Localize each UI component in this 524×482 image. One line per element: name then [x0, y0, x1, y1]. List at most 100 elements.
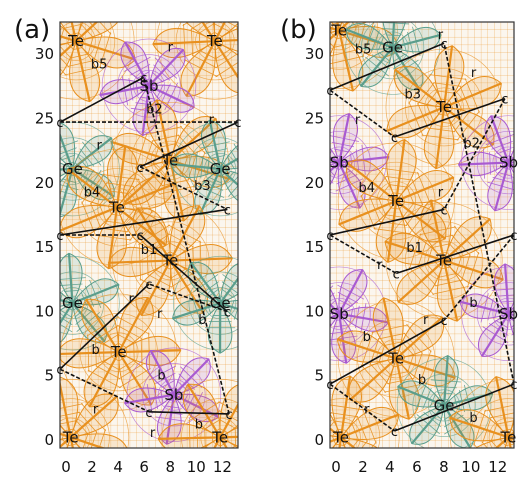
bond-label: b5: [355, 43, 372, 58]
bond-label: b1: [406, 241, 423, 256]
panel-label: (a): [14, 15, 50, 45]
atom-label: Ge: [210, 294, 231, 312]
atom-label: Sb: [499, 154, 518, 172]
critical-point-label: c: [326, 84, 333, 99]
atom-basin-te: [60, 145, 176, 270]
atom-label: Te: [62, 428, 79, 446]
critical-point-label: c: [145, 278, 152, 293]
critical-point-label: c: [145, 406, 152, 421]
critical-point-label: c: [56, 116, 63, 131]
critical-lines: [330, 42, 514, 432]
critical-point-label: c: [441, 203, 448, 218]
atom-basin-te: [385, 45, 503, 170]
atom-label: Te: [206, 32, 223, 50]
atom-label: Te: [211, 428, 228, 446]
critical-point-label: c: [234, 116, 241, 131]
critical-point-label: c: [393, 267, 400, 282]
x-tick-label: 12: [213, 458, 232, 476]
atom-label: Te: [67, 32, 84, 50]
y-tick-label: 10: [35, 302, 54, 320]
critical-point-label: c: [56, 363, 63, 378]
bond-label: r: [150, 426, 156, 441]
x-tick-label: 0: [331, 458, 341, 476]
y-tick-label: 0: [44, 431, 54, 449]
atom-label: Te: [108, 198, 125, 216]
x-tick-label: 8: [165, 458, 175, 476]
atom-label: Ge: [62, 160, 83, 178]
field-mesh: [330, 22, 514, 448]
atom-basin-sb: [330, 266, 389, 364]
atom-label: Te: [435, 98, 452, 116]
critical-point-label: c: [226, 408, 233, 423]
y-tick-label: 5: [314, 367, 324, 385]
bond-label: b1: [141, 243, 158, 258]
atom-label: Sb: [499, 305, 518, 323]
atom-label: Te: [387, 192, 404, 210]
atom-basin-te: [60, 293, 182, 411]
plot-frame: [59, 21, 239, 449]
atom-label: Te: [332, 428, 349, 446]
atom-label: Te: [161, 252, 178, 270]
atom-label: Te: [110, 343, 127, 361]
bond-label: r: [157, 307, 163, 322]
bond-label: b: [157, 369, 165, 384]
atom-basin-ge: [345, 22, 442, 95]
y-tick-label: 5: [44, 367, 54, 385]
x-tick-label: 6: [139, 458, 149, 476]
atom-label: Te: [500, 428, 517, 446]
x-tick-label: 2: [358, 458, 368, 476]
critical-point-label: c: [56, 229, 63, 244]
bond-label: r: [209, 113, 215, 128]
field-mesh: [60, 22, 238, 448]
critical-point-label: c: [137, 161, 144, 176]
atom-basin-ge: [169, 119, 238, 217]
critical-point-label: c: [326, 229, 333, 244]
bond-label: r: [364, 403, 370, 418]
atom-label: Ge: [210, 160, 231, 178]
bond-label: r: [96, 139, 102, 154]
bond-label: b3: [405, 87, 422, 102]
bond-label: b5: [91, 58, 108, 73]
critical-point-label: c: [441, 314, 448, 329]
bond-label: r: [377, 258, 383, 273]
critical-lines: [60, 76, 238, 415]
atom-label: Sb: [330, 305, 349, 323]
atom-basin-sb: [99, 38, 197, 137]
atom-basin-te: [330, 375, 400, 448]
atom-basin-sb: [330, 113, 390, 210]
critical-point-label: c: [441, 37, 448, 52]
x-tick-label: 6: [412, 458, 422, 476]
atom-basin-te: [157, 378, 238, 448]
atom-label: Sb: [164, 386, 183, 404]
bond-label: r: [471, 66, 477, 81]
y-tick-label: 15: [305, 238, 324, 256]
bond-label: r: [423, 313, 429, 328]
atom-label: Ge: [62, 294, 83, 312]
atom-basin-ge: [172, 255, 238, 354]
plot-frame: [329, 21, 515, 449]
atom-label: Te: [161, 151, 178, 169]
x-tick-label: 12: [488, 458, 507, 476]
bond-label: b: [195, 418, 203, 433]
atom-label: Ge: [434, 396, 455, 414]
bond-label: b: [418, 373, 426, 388]
panel-label: (b): [280, 15, 317, 45]
critical-point-label: c: [510, 229, 517, 244]
critical-point-label: c: [326, 378, 333, 393]
y-tick-label: 30: [35, 45, 54, 63]
atom-basin-sb: [459, 263, 514, 362]
atom-basin-te: [60, 22, 136, 103]
bond-label: r: [93, 403, 99, 418]
critical-point-label: c: [224, 306, 231, 321]
atom-label: Sb: [330, 154, 349, 172]
critical-point-label: c: [140, 71, 147, 86]
critical-point-label: c: [510, 378, 517, 393]
y-tick-label: 30: [305, 45, 324, 63]
y-tick-label: 10: [305, 302, 324, 320]
x-tick-label: 10: [187, 458, 206, 476]
y-tick-label: 0: [314, 431, 324, 449]
bond-label: b: [469, 411, 477, 426]
